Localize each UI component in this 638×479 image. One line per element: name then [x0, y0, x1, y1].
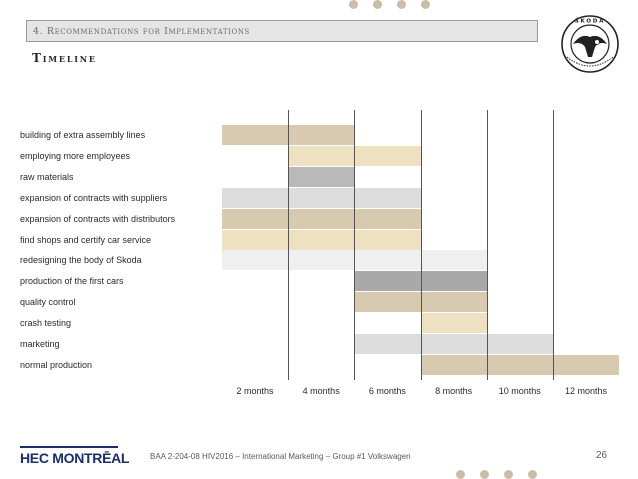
gantt-bar	[222, 187, 421, 208]
gantt-bar	[288, 166, 355, 187]
logo-ring-text: ŠKODA	[575, 18, 605, 25]
winged-arrow-icon	[573, 35, 607, 57]
section-title: 4. Recommendations for Implementations	[33, 26, 250, 37]
section-header-bar: 4. Recommendations for Implementations	[26, 20, 538, 42]
footer-course-text: BAA 2-204-08 HIV2016 – International Mar…	[150, 452, 411, 461]
logo-inner-ring	[570, 24, 610, 64]
hec-brand-underline	[20, 446, 118, 448]
gantt-bar	[288, 145, 421, 166]
logo-outer-ring	[561, 15, 619, 73]
gantt-bar	[354, 334, 553, 354]
logo-eye-icon	[594, 39, 600, 45]
task-label: normal production	[20, 359, 93, 370]
period-label: 6 months	[368, 386, 406, 396]
hec-montreal-logo: HEC MONTRĒAL	[20, 450, 130, 466]
decorative-dot	[504, 470, 513, 479]
decorative-dot	[421, 0, 430, 9]
decorative-dot	[373, 0, 382, 9]
period-label: 2 months	[236, 386, 274, 396]
task-label: find shops and certify car service	[20, 234, 152, 245]
gantt-bar	[420, 313, 487, 334]
task-label: employing more employees	[20, 150, 131, 161]
timeline-gridline	[288, 110, 290, 380]
task-label: building of extra assembly lines	[20, 130, 146, 140]
slide-title: Timeline	[32, 51, 97, 65]
task-label: production of the first cars	[20, 276, 124, 287]
task-label: expansion of contracts with distributors	[20, 213, 176, 224]
timeline-gridline	[354, 110, 356, 380]
decorative-dot	[456, 470, 465, 479]
task-label: marketing	[20, 339, 60, 349]
timeline-gridline	[486, 110, 488, 380]
decorative-dot	[480, 470, 489, 479]
decorative-dot	[528, 470, 537, 479]
skoda-logo: ŠKODA	[561, 15, 619, 73]
task-label: quality control	[20, 297, 76, 308]
decorative-dot	[397, 0, 406, 9]
gantt-bar	[354, 292, 487, 313]
gantt-bar	[222, 208, 421, 229]
task-label: expansion of contracts with suppliers	[20, 192, 168, 203]
period-label: 10 months	[498, 386, 541, 396]
period-label: 12 months	[564, 386, 608, 396]
timeline-gridline	[553, 110, 554, 380]
task-label: raw materials	[20, 171, 74, 182]
page-number: 26	[596, 450, 608, 461]
gantt-bar	[354, 271, 487, 292]
decorative-dot	[349, 0, 358, 9]
period-label: 8 months	[435, 386, 473, 396]
task-label: crash testing	[20, 318, 72, 329]
gantt-bar	[420, 354, 620, 375]
gantt-bar	[222, 229, 421, 250]
logo-ring-lettering	[566, 56, 614, 67]
task-label: redesigning the body of Skoda	[20, 255, 142, 266]
period-label: 4 months	[302, 386, 340, 396]
timeline-gridline	[420, 110, 422, 380]
